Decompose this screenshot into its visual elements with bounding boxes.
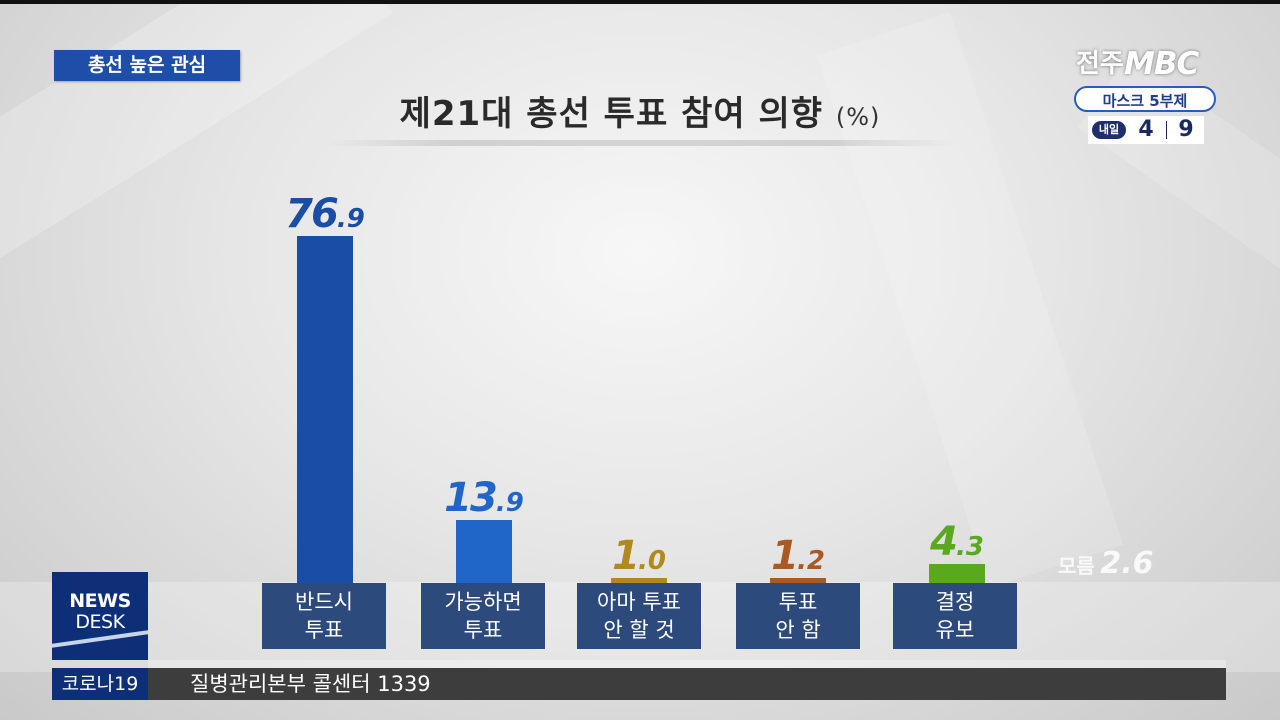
chart-unit: (%) — [835, 103, 881, 131]
mask-policy-title: 마스크 5부제 — [1074, 86, 1216, 112]
newsdesk-line1: NEWS — [69, 590, 131, 612]
unknown-value: 2.6 — [1100, 546, 1154, 581]
mask-day-2: 9 — [1178, 117, 1194, 142]
bar-value-dec-0: .9 — [336, 204, 365, 234]
unknown-stat: 모름 2.6 — [1058, 546, 1178, 586]
unknown-label: 모름 — [1058, 554, 1095, 578]
bar-value-dec-3: .2 — [796, 545, 825, 576]
bar-value-label-1: 13.9 — [424, 474, 544, 522]
category-label-2: 아마 투표 안 할 것 — [577, 583, 701, 649]
news-ticker: 코로나19 질병관리본부 콜센터 1339 — [52, 668, 1226, 700]
bar-value-dec-1: .9 — [495, 488, 524, 519]
mask-day-1: 4 — [1138, 117, 1154, 142]
mask-days-panel: 내일 4 9 — [1088, 116, 1204, 144]
bar-value-label-4: 4.3 — [897, 518, 1017, 566]
mask-tomorrow-badge: 내일 — [1092, 121, 1126, 139]
bar-value-int-0: 76 — [285, 191, 339, 237]
bar-value-int-4: 4 — [930, 518, 958, 565]
category-label-4: 결정 유보 — [893, 583, 1017, 649]
chart-title-text: 제21대 총선 투표 참여 의향 — [399, 94, 824, 134]
bar-value-int-2: 1 — [612, 533, 640, 580]
bar-value-int-3: 1 — [771, 532, 799, 579]
top-bar — [0, 0, 1280, 4]
ticker-tag: 코로나19 — [52, 668, 148, 700]
newsdesk-line2: DESK — [75, 611, 125, 633]
chart-title: 제21대 총선 투표 참여 의향 (%) — [330, 88, 950, 140]
mask-divider — [1166, 121, 1167, 139]
bar-value-dec-4: .3 — [955, 531, 984, 562]
topic-tag: 총선 높은 관심 — [54, 50, 240, 81]
title-underline — [325, 140, 955, 146]
bar-0 — [297, 236, 353, 583]
ticker-text: 질병관리본부 콜센터 1339 — [190, 672, 431, 696]
newsdesk-logo: NEWS DESK — [52, 572, 148, 660]
bar-value-label-0: 76.9 — [265, 190, 385, 238]
bar-3 — [770, 577, 826, 583]
category-label-0: 반드시 투표 — [262, 583, 386, 649]
bar-4 — [929, 563, 985, 583]
ticker-shadow — [148, 660, 1226, 668]
category-label-3: 투표 안 함 — [736, 583, 860, 649]
category-label-1: 가능하면 투표 — [421, 583, 545, 649]
bar-2 — [611, 578, 667, 583]
bar-value-label-3: 1.2 — [738, 532, 858, 580]
logo-brand: MBC — [1124, 46, 1199, 82]
bar-value-int-1: 13 — [444, 475, 498, 522]
bar-1 — [456, 520, 512, 583]
bar-value-label-2: 1.0 — [579, 532, 699, 580]
station-logo: 전주 MBC — [1076, 46, 1218, 82]
logo-region: 전주 — [1076, 49, 1124, 79]
bar-value-dec-2: .0 — [637, 546, 666, 577]
